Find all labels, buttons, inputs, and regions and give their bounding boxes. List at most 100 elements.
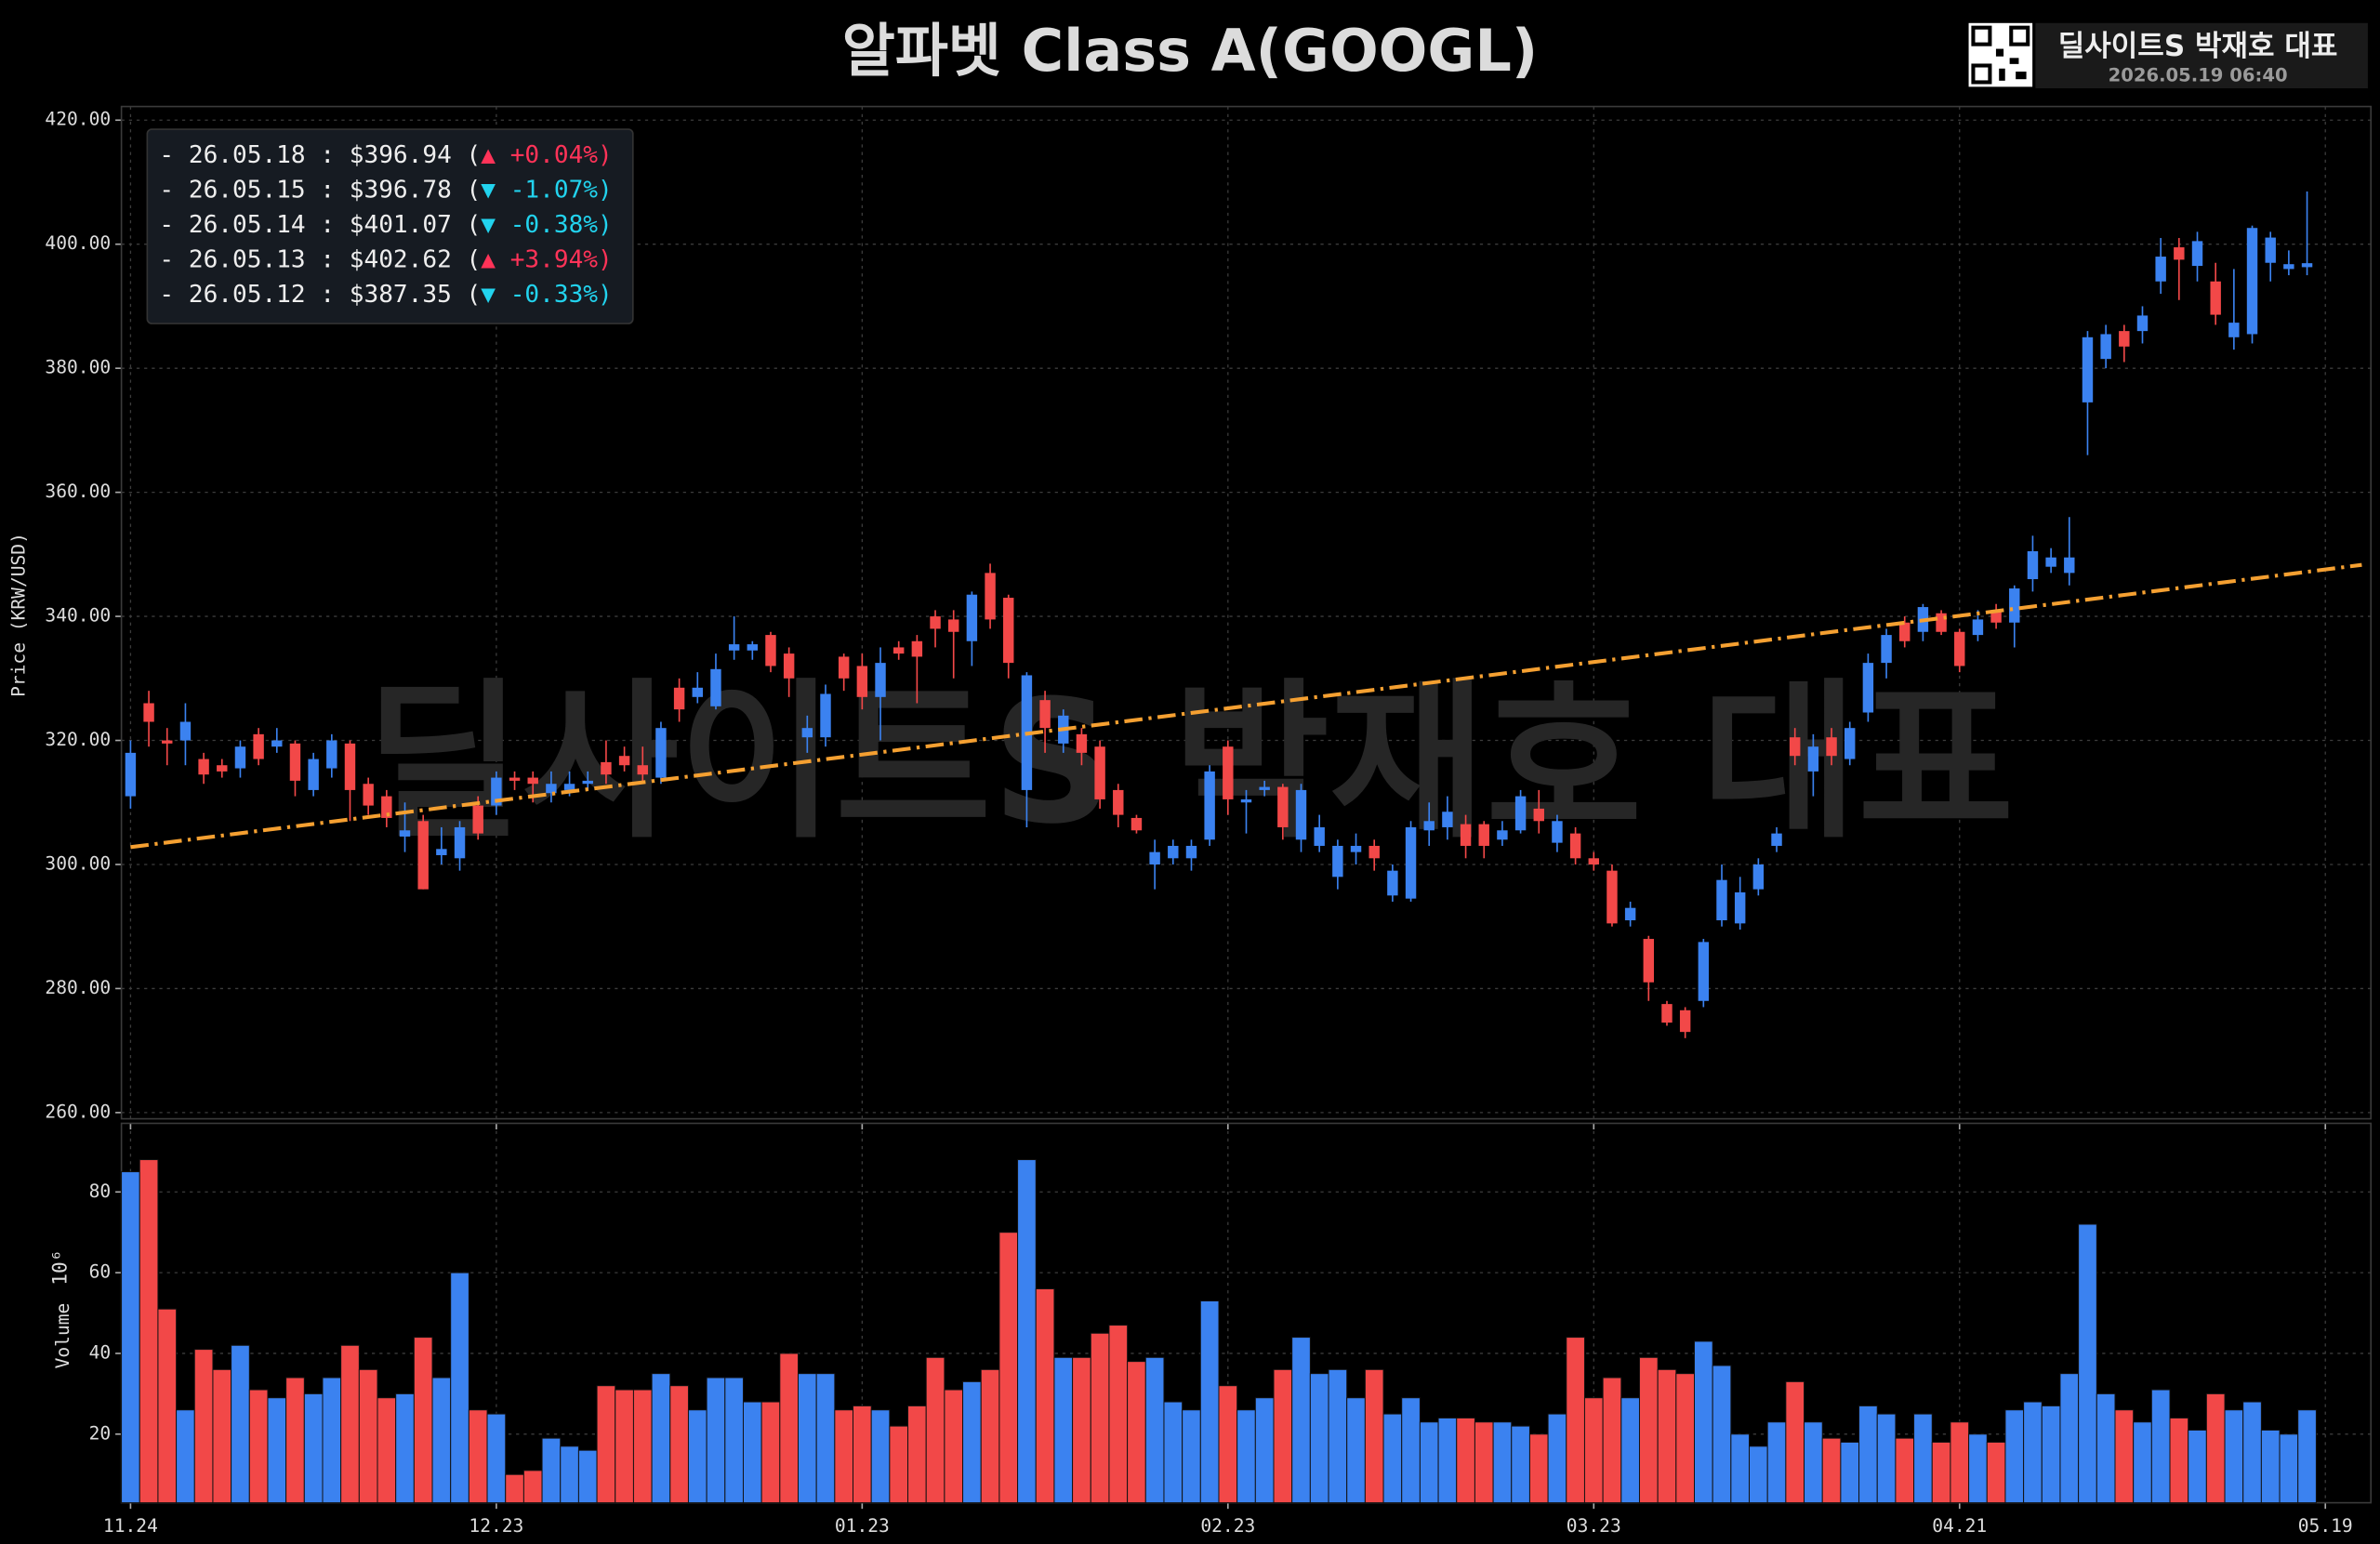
volume-bar xyxy=(2297,1409,2317,1504)
volume-bar xyxy=(157,1308,178,1504)
candle-body xyxy=(1332,845,1343,878)
x-tick-label: 03.23 xyxy=(1567,1515,1621,1537)
legend-entry: - 26.05.15 : $396.78 (▼ -1.07%) xyxy=(159,176,612,204)
candle-body xyxy=(2174,247,2185,260)
candle-body xyxy=(2155,257,2166,282)
axis-offset-label: 10⁶ xyxy=(48,1249,72,1285)
candle-body xyxy=(381,796,392,818)
candle-body xyxy=(747,644,759,651)
candle-body xyxy=(1954,631,1965,666)
volume-bar xyxy=(2023,1401,2043,1504)
volume-bar xyxy=(193,1349,214,1504)
candle-body xyxy=(399,830,411,837)
candle-body xyxy=(1113,789,1124,815)
candle-body xyxy=(2228,323,2240,337)
qr-dot xyxy=(2016,72,2027,80)
legend-text: - 26.05.14 : $401.07 ( xyxy=(159,210,481,238)
x-tick-label: 12.23 xyxy=(469,1515,523,1537)
volume-bar xyxy=(1182,1409,1201,1504)
candle-body xyxy=(1716,879,1727,921)
volume-bar xyxy=(1492,1421,1513,1504)
candle-body xyxy=(930,616,941,629)
candle-body xyxy=(765,635,776,666)
candle-body xyxy=(491,777,502,806)
volume-bar xyxy=(139,1159,159,1504)
volume-bar xyxy=(1876,1413,1897,1504)
volume-bar xyxy=(2188,1429,2207,1504)
volume-bar xyxy=(560,1445,579,1504)
legend-entry: - 26.05.13 : $402.62 (▲ +3.94%) xyxy=(159,245,612,273)
volume-bar xyxy=(615,1389,634,1504)
candle-body xyxy=(125,752,137,797)
volume-bar xyxy=(1785,1380,1805,1504)
candle-body xyxy=(2301,263,2313,268)
volume-bar xyxy=(468,1409,488,1504)
volume-bar xyxy=(1566,1337,1585,1504)
candle-body xyxy=(985,573,996,620)
brand-badge: 딜사이트S 박재호 대표 2026.05.19 06:40 xyxy=(1968,22,2368,88)
volume-bar xyxy=(1053,1356,1074,1504)
candle-body xyxy=(2136,315,2149,332)
volume-bar xyxy=(1511,1425,1530,1504)
legend-text: - 26.05.18 : $396.94 ( xyxy=(159,140,481,168)
volume-bar xyxy=(1309,1373,1329,1504)
volume-bar xyxy=(413,1337,433,1504)
candle-body xyxy=(2064,557,2075,574)
candle-body xyxy=(2100,334,2111,360)
y-tick-label: 300.00 xyxy=(45,852,111,874)
qr-dot xyxy=(1995,48,2004,57)
volume-bar xyxy=(2242,1401,2262,1504)
candle-body xyxy=(948,619,959,632)
candle-body xyxy=(1972,619,1984,636)
candle-body xyxy=(1771,833,1782,846)
volume-bar xyxy=(2114,1409,2135,1504)
volume-bar xyxy=(1968,1433,1988,1504)
volume-bar xyxy=(925,1356,945,1504)
volume-bar xyxy=(1328,1368,1348,1504)
volume-bar xyxy=(1017,1159,1037,1504)
volume-bar xyxy=(2279,1433,2299,1504)
volume-bar xyxy=(303,1392,324,1504)
candle-body xyxy=(1259,786,1270,790)
volume-bar xyxy=(962,1380,982,1504)
candle-body xyxy=(1533,808,1544,822)
volume-bar xyxy=(1401,1397,1421,1504)
volume-bar xyxy=(1528,1433,1549,1504)
volume-bar xyxy=(1474,1421,1494,1504)
candle-body xyxy=(637,765,648,775)
candle-body xyxy=(1569,833,1581,859)
trend-line xyxy=(130,562,2362,850)
volume-bar xyxy=(577,1449,598,1504)
volume-bar xyxy=(1730,1433,1751,1504)
candle-body xyxy=(1387,870,1398,896)
candle-body xyxy=(363,784,374,806)
volume-bar xyxy=(431,1377,452,1504)
x-tick-label: 01.23 xyxy=(835,1515,890,1537)
volume-bar xyxy=(632,1389,653,1504)
candle-body xyxy=(582,780,593,785)
volume-bar xyxy=(1602,1377,1622,1504)
candle-body xyxy=(911,640,923,657)
candle-body xyxy=(655,728,667,778)
candle-body xyxy=(1752,864,1765,890)
volume-bar xyxy=(853,1405,872,1504)
volume-bar xyxy=(395,1392,415,1504)
qr-finder xyxy=(1971,63,1992,85)
volume-bar xyxy=(1657,1368,1677,1504)
legend-change: ▼ -1.07%) xyxy=(481,176,612,204)
candle-body xyxy=(2191,241,2203,267)
volume-bar xyxy=(1840,1442,1860,1504)
volume-bar xyxy=(486,1413,507,1504)
y-tick-label: 40 xyxy=(89,1341,112,1363)
volume-bar xyxy=(231,1344,250,1504)
candle-body xyxy=(892,647,905,654)
candle-body xyxy=(1442,812,1453,827)
volume-bar xyxy=(998,1232,1019,1504)
price-panel-frame xyxy=(120,105,2373,1120)
volume-bar xyxy=(1108,1325,1129,1504)
candle-body xyxy=(253,733,264,759)
candle-body xyxy=(1423,821,1435,831)
volume-bar xyxy=(1382,1413,1403,1504)
y-tick-label: 320.00 xyxy=(45,729,111,750)
